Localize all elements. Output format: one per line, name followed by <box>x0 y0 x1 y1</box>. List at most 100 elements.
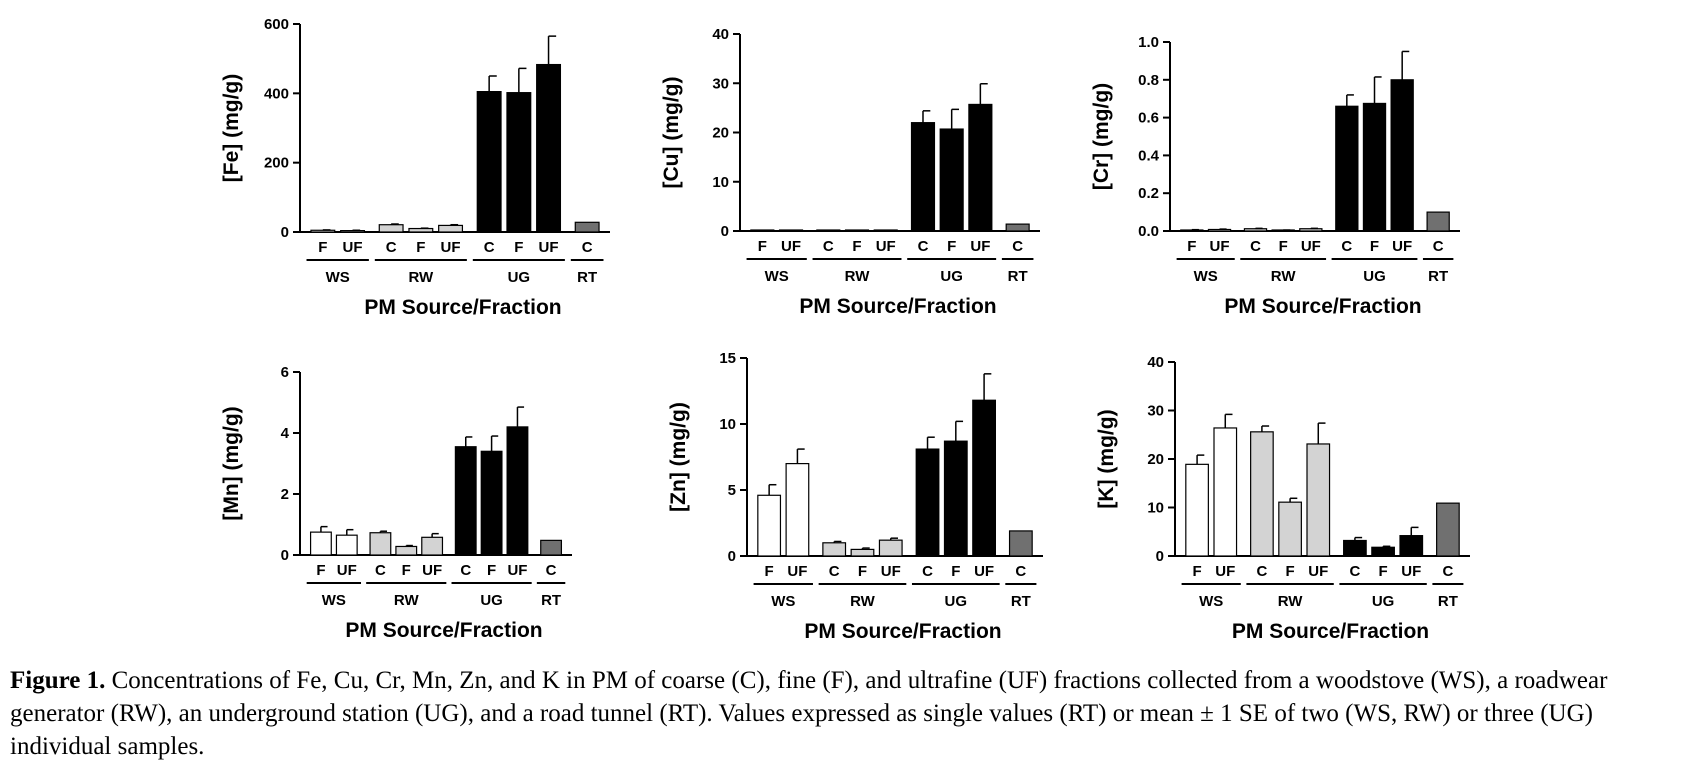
bar-RT-C <box>1008 530 1033 557</box>
bar-WS-F <box>757 494 782 557</box>
chart-panel-6: 0 10 20 30 40 [K] (mg/g) F UF C F UF C F UF C WS RW UG RT P… <box>1095 354 1470 643</box>
category-label: UF <box>1308 563 1328 580</box>
category-label: UF <box>441 239 461 256</box>
bar-UG-F <box>1362 102 1387 232</box>
y-tick-label: 0.2 <box>1138 185 1159 202</box>
y-axis-label: [Fe] (mg/g) <box>220 74 243 182</box>
chart-panel-2: 0 10 20 30 40 [Cu] (mg/g) F UF C F UF C F UF C WS RW UG RT… <box>660 26 1040 318</box>
category-label: C <box>1012 238 1023 255</box>
y-tick-label: 200 <box>264 155 289 172</box>
group-label: UG <box>508 269 531 286</box>
category-label: F <box>858 563 867 580</box>
category-label: F <box>416 239 425 256</box>
figure-panels: 0 200 400 600 [Fe] (mg/g) F UF C F UF C F UF C WS RW UG R… <box>220 16 1470 643</box>
caption-label: Figure 1. <box>10 667 106 694</box>
group-label: RT <box>1011 593 1031 610</box>
group-label: RT <box>1428 268 1448 285</box>
y-tick-label: 0 <box>1156 548 1164 565</box>
bar-RW-C <box>1243 228 1268 232</box>
category-label: F <box>765 563 774 580</box>
bar-UG-F <box>943 440 968 557</box>
group-label: UG <box>1372 593 1395 610</box>
category-label: F <box>951 563 960 580</box>
bar-RW-UF <box>878 539 903 557</box>
y-tick-label: 6 <box>281 364 289 381</box>
y-tick-label: 0.8 <box>1138 72 1159 89</box>
bar-WS-F <box>309 531 332 556</box>
bar-WS-UF <box>335 534 358 556</box>
group-label: RT <box>1008 268 1028 285</box>
figure-caption: Figure 1. Concentrations of Fe, Cu, Cr, … <box>10 664 1700 763</box>
category-label: C <box>582 239 593 256</box>
category-label: C <box>829 563 840 580</box>
bar-WS-UF <box>778 229 804 232</box>
x-axis-label: PM Source/Fraction <box>1232 620 1429 643</box>
bar-WS-UF <box>785 463 810 557</box>
bar-UG-C <box>915 448 940 557</box>
bar-UG-UF <box>536 63 562 233</box>
bar-RW-F <box>1271 229 1295 232</box>
bar-RW-F <box>395 545 418 556</box>
category-label: F <box>1187 238 1196 255</box>
bar-UG-F <box>939 128 964 232</box>
category-label: C <box>1015 563 1026 580</box>
y-tick-label: 0.0 <box>1138 223 1159 240</box>
y-tick-label: 10 <box>712 174 729 191</box>
bar-RW-UF <box>421 536 444 556</box>
y-tick-label: 1.0 <box>1138 34 1159 51</box>
y-tick-label: 30 <box>1147 403 1164 420</box>
group-label: WS <box>765 268 789 285</box>
category-label: UF <box>507 562 527 579</box>
y-tick-label: 0.4 <box>1138 147 1160 164</box>
group-label: UG <box>1363 268 1386 285</box>
x-axis-label: PM Source/Fraction <box>1224 295 1421 318</box>
group-label: RW <box>1271 268 1297 285</box>
category-label: F <box>947 238 956 255</box>
y-tick-label: 10 <box>719 416 736 433</box>
bar-UG-F <box>506 92 532 233</box>
bar-RW-UF <box>438 224 464 233</box>
category-label: F <box>402 562 411 579</box>
x-axis-label: PM Source/Fraction <box>345 619 542 642</box>
bar-RW-F <box>844 229 870 232</box>
category-label: C <box>1250 238 1261 255</box>
category-label: UF <box>1210 238 1230 255</box>
category-label: C <box>1433 238 1444 255</box>
category-label: F <box>316 562 325 579</box>
group-label: UG <box>480 592 503 609</box>
bar-WS-F <box>1185 463 1209 557</box>
bar-RW-C <box>816 229 841 232</box>
bar-WS-F <box>750 229 775 232</box>
category-label: C <box>1442 563 1453 580</box>
bar-UG-C <box>1343 539 1367 557</box>
bar-RW-C <box>1250 431 1274 557</box>
category-label: C <box>823 238 834 255</box>
bar-RW-UF <box>1306 443 1331 557</box>
category-label: F <box>1279 238 1288 255</box>
y-tick-label: 20 <box>712 125 729 142</box>
bar-RT-C <box>540 539 563 556</box>
category-label: C <box>1341 238 1352 255</box>
category-label: F <box>1193 563 1202 580</box>
x-axis-label: PM Source/Fraction <box>799 295 996 318</box>
category-label: UF <box>1392 238 1412 255</box>
category-label: C <box>1349 563 1360 580</box>
y-axis-label: [Zn] (mg/g) <box>667 402 690 512</box>
group-label: RW <box>845 268 871 285</box>
y-tick-label: 2 <box>281 486 289 503</box>
group-label: RW <box>850 593 876 610</box>
y-tick-label: 0.6 <box>1138 110 1159 127</box>
group-label: WS <box>322 592 346 609</box>
bar-UG-UF <box>972 399 997 557</box>
y-tick-label: 400 <box>264 85 289 102</box>
group-label: RT <box>541 592 561 609</box>
bar-RW-C <box>378 224 404 233</box>
category-label: F <box>1286 563 1295 580</box>
category-label: F <box>758 238 767 255</box>
bar-UG-F <box>1371 546 1395 557</box>
y-axis-label: [K] (mg/g) <box>1095 409 1118 508</box>
y-tick-label: 0 <box>281 224 289 241</box>
category-label: UF <box>781 238 801 255</box>
group-label: RW <box>1278 593 1304 610</box>
